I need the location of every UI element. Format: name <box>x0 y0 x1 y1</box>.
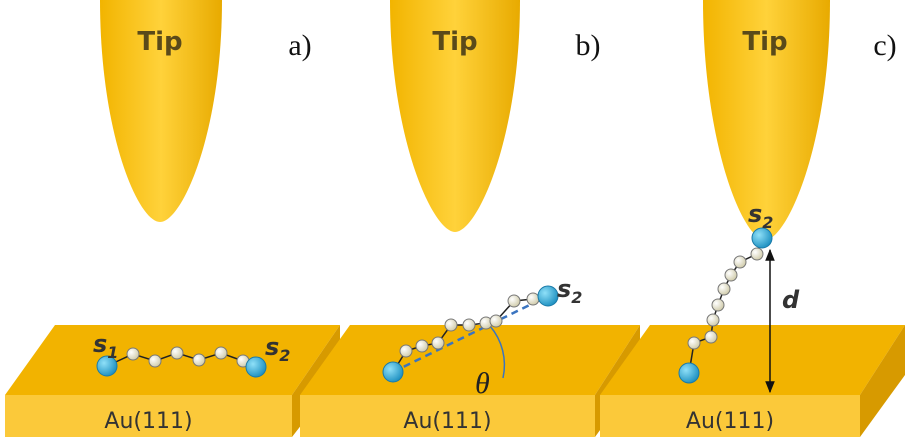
bead <box>707 314 719 326</box>
tip-label: Tip <box>742 27 787 57</box>
substrate-top <box>600 325 905 395</box>
bead <box>416 340 428 352</box>
tip-label: Tip <box>137 27 182 57</box>
substrate-label: Au(111) <box>403 409 491 434</box>
panel-label: b) <box>576 29 601 62</box>
bead <box>527 293 539 305</box>
figure: Tipa)Au(111)Tipb)Au(111)Tipc)Au(111)s1s2… <box>0 0 907 437</box>
tip-label: Tip <box>432 27 477 57</box>
bead <box>171 347 183 359</box>
bead <box>712 299 724 311</box>
distance-label: d <box>782 286 800 314</box>
bead <box>688 337 700 349</box>
atom-letter: s <box>748 200 762 228</box>
atom-subscript: 2 <box>571 288 582 307</box>
bead <box>445 319 457 331</box>
atom-subscript: 2 <box>279 346 290 365</box>
bead <box>400 345 412 357</box>
bead <box>734 256 746 268</box>
bead <box>463 319 475 331</box>
panel-label: a) <box>288 29 311 62</box>
bead <box>432 337 444 349</box>
atom-letter: s <box>93 330 107 358</box>
bead <box>751 248 763 260</box>
atom-label: s2 <box>557 275 582 307</box>
bead <box>149 355 161 367</box>
angle-label: θ <box>475 367 490 400</box>
bead <box>705 331 717 343</box>
bead <box>193 354 205 366</box>
bead <box>127 348 139 360</box>
atom-letter: s <box>557 275 571 303</box>
bead <box>718 283 730 295</box>
bead <box>508 295 520 307</box>
panel-label: c) <box>873 29 896 62</box>
anchor-atom <box>538 286 558 306</box>
bead <box>490 315 502 327</box>
atom-subscript: 1 <box>107 343 118 362</box>
atom-subscript: 2 <box>762 213 773 232</box>
bead <box>215 347 227 359</box>
anchor-atom <box>246 357 266 377</box>
substrate-label: Au(111) <box>104 409 192 434</box>
anchor-atom <box>383 362 403 382</box>
anchor-atom <box>679 363 699 383</box>
bead <box>725 269 737 281</box>
substrate-label: Au(111) <box>686 409 774 434</box>
atom-letter: s <box>265 333 279 361</box>
